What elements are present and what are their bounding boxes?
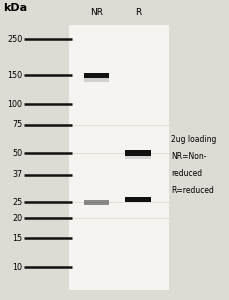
Text: 75: 75 <box>12 120 23 129</box>
Text: 10: 10 <box>13 262 23 272</box>
Text: 20: 20 <box>12 214 23 223</box>
Text: 100: 100 <box>8 100 23 109</box>
Text: 50: 50 <box>12 149 23 158</box>
Text: kDa: kDa <box>3 3 27 13</box>
Text: NR=Non-: NR=Non- <box>171 152 206 161</box>
Text: 15: 15 <box>12 234 23 243</box>
Text: 2ug loading: 2ug loading <box>171 135 216 144</box>
Bar <box>125 156 151 159</box>
Text: reduced: reduced <box>171 169 202 178</box>
Bar <box>125 197 151 202</box>
Text: 25: 25 <box>12 198 23 207</box>
Bar <box>84 78 109 82</box>
Bar <box>84 73 109 78</box>
Text: 250: 250 <box>7 35 23 44</box>
Text: 37: 37 <box>12 170 23 179</box>
Bar <box>84 200 109 205</box>
Text: R: R <box>135 8 141 17</box>
Text: NR: NR <box>90 8 103 17</box>
Bar <box>125 150 151 156</box>
Bar <box>69 25 169 290</box>
Text: R=reduced: R=reduced <box>171 186 214 195</box>
Text: 150: 150 <box>8 71 23 80</box>
